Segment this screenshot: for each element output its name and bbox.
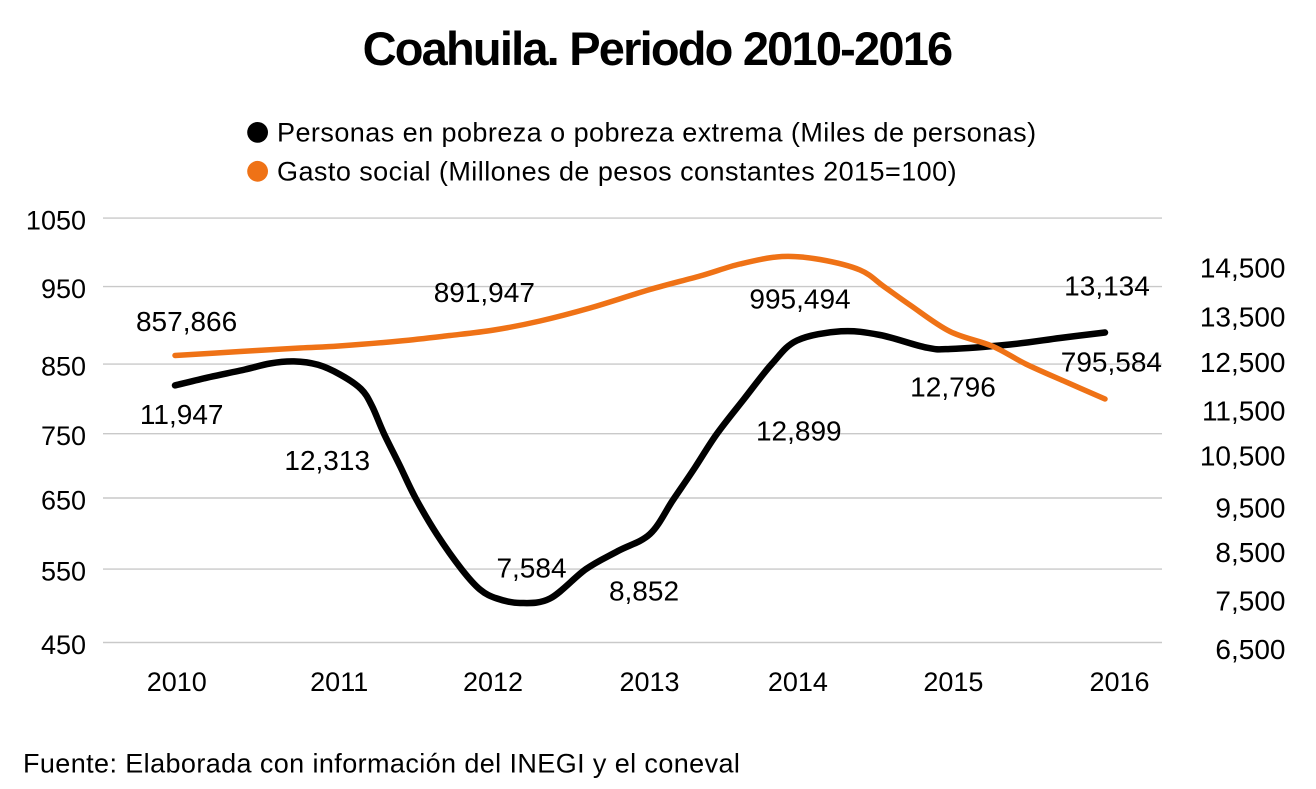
svg-text:Gasto social (Millones de peso: Gasto social (Millones de pesos constant…	[277, 157, 957, 187]
svg-text:9,500: 9,500	[1215, 493, 1285, 524]
svg-text:550: 550	[41, 557, 86, 587]
svg-text:950: 950	[41, 274, 86, 304]
svg-text:11,947: 11,947	[140, 399, 224, 430]
svg-text:13,134: 13,134	[1064, 271, 1150, 302]
svg-text:12,500: 12,500	[1200, 347, 1286, 378]
svg-text:2015: 2015	[923, 667, 983, 697]
svg-text:891,947: 891,947	[434, 277, 535, 308]
svg-text:Coahuila. Periodo 2010-2016: Coahuila. Periodo 2010-2016	[363, 22, 952, 75]
svg-text:2014: 2014	[768, 667, 828, 697]
svg-text:14,500: 14,500	[1200, 252, 1286, 283]
svg-text:6,500: 6,500	[1215, 634, 1285, 665]
svg-text:2012: 2012	[463, 667, 523, 697]
svg-text:10,500: 10,500	[1200, 441, 1286, 472]
svg-text:Personas en pobreza o pobreza: Personas en pobreza o pobreza extrema (M…	[277, 118, 1037, 148]
svg-text:857,866: 857,866	[136, 306, 237, 337]
svg-text:2011: 2011	[310, 667, 368, 697]
svg-text:2016: 2016	[1089, 667, 1149, 697]
svg-text:750: 750	[41, 421, 86, 451]
svg-text:850: 850	[41, 352, 86, 382]
svg-text:11,500: 11,500	[1202, 396, 1286, 427]
svg-text:7,500: 7,500	[1215, 586, 1285, 617]
svg-text:650: 650	[41, 486, 86, 516]
svg-text:450: 450	[41, 630, 86, 660]
svg-text:995,494: 995,494	[749, 284, 850, 315]
svg-text:Fuente: Elaborada con informac: Fuente: Elaborada con información del IN…	[23, 749, 740, 779]
svg-text:12,796: 12,796	[910, 372, 996, 403]
svg-text:8,852: 8,852	[609, 576, 679, 607]
svg-text:795,584: 795,584	[1061, 347, 1162, 378]
svg-text:7,584: 7,584	[496, 553, 566, 584]
svg-text:12,899: 12,899	[756, 416, 842, 447]
svg-text:1050: 1050	[26, 206, 86, 236]
svg-text:12,313: 12,313	[284, 445, 370, 476]
svg-text:2010: 2010	[147, 667, 207, 697]
svg-text:2013: 2013	[619, 667, 679, 697]
svg-text:8,500: 8,500	[1215, 537, 1285, 568]
svg-text:13,500: 13,500	[1200, 301, 1286, 332]
